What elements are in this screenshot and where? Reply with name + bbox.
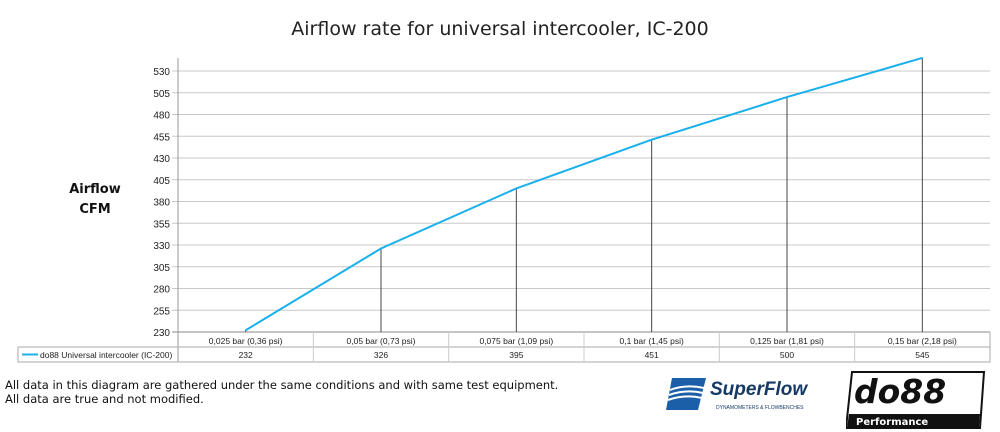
svg-text:Performance: Performance: [856, 417, 928, 428]
y-tick-label: 255: [153, 306, 170, 317]
y-tick-label: 405: [153, 176, 170, 187]
superflow-logo: SuperFlow DYNAMOMETERS & FLOWBENCHES: [666, 376, 816, 414]
svg-text:SuperFlow: SuperFlow: [710, 379, 808, 400]
data-label: 326: [374, 350, 388, 360]
y-tick-label: 530: [153, 67, 170, 78]
note-line-1: All data in this diagram are gathered un…: [5, 378, 559, 392]
y-axis-label: Airflow CFM: [60, 180, 130, 220]
data-point: [921, 57, 924, 59]
y-tick-label: 430: [153, 154, 170, 165]
y-tick-label: 455: [153, 132, 170, 143]
y-tick-label: 305: [153, 263, 170, 274]
data-label: 232: [239, 350, 253, 360]
data-point: [650, 138, 653, 141]
do88-logo: do88 Performance: [844, 370, 986, 430]
y-tick-label: 505: [153, 89, 170, 100]
x-tick-label: 0,15 bar (2,18 psi): [888, 336, 957, 346]
chart-title: Airflow rate for universal intercooler, …: [291, 18, 709, 40]
y-tick-label: 230: [153, 328, 170, 339]
svg-text:do88: do88: [854, 372, 946, 411]
series-line: [245, 56, 923, 332]
y-axis-label-line1: Airflow: [69, 182, 121, 197]
x-tick-label: 0,05 bar (0,73 psi): [347, 336, 416, 346]
data-point: [515, 187, 518, 190]
y-axis-label-line2: CFM: [79, 202, 111, 217]
data-label: 545: [915, 350, 929, 360]
data-label: 451: [645, 350, 659, 360]
y-tick-label: 355: [153, 219, 170, 230]
note-line-2: All data are true and not modified.: [5, 392, 204, 406]
y-tick-label: 280: [153, 285, 170, 296]
legend-label: do88 Universal intercooler (IC-200): [40, 350, 172, 360]
x-tick-label: 0,125 bar (1,81 psi): [750, 336, 824, 346]
x-tick-label: 0,075 bar (1,09 psi): [479, 336, 553, 346]
data-point: [380, 247, 382, 250]
data-label: 395: [509, 350, 523, 360]
y-tick-label: 480: [153, 111, 170, 122]
data-label: 500: [780, 350, 794, 360]
svg-text:DYNAMOMETERS & FLOWBENCHES: DYNAMOMETERS & FLOWBENCHES: [716, 405, 804, 411]
y-tick-label: 330: [153, 241, 170, 252]
data-point: [244, 329, 247, 332]
y-tick-label: 380: [153, 198, 170, 209]
x-tick-label: 0,025 bar (0,36 psi): [209, 336, 283, 346]
x-tick-label: 0,1 bar (1,45 psi): [620, 336, 684, 346]
data-point: [786, 96, 788, 98]
